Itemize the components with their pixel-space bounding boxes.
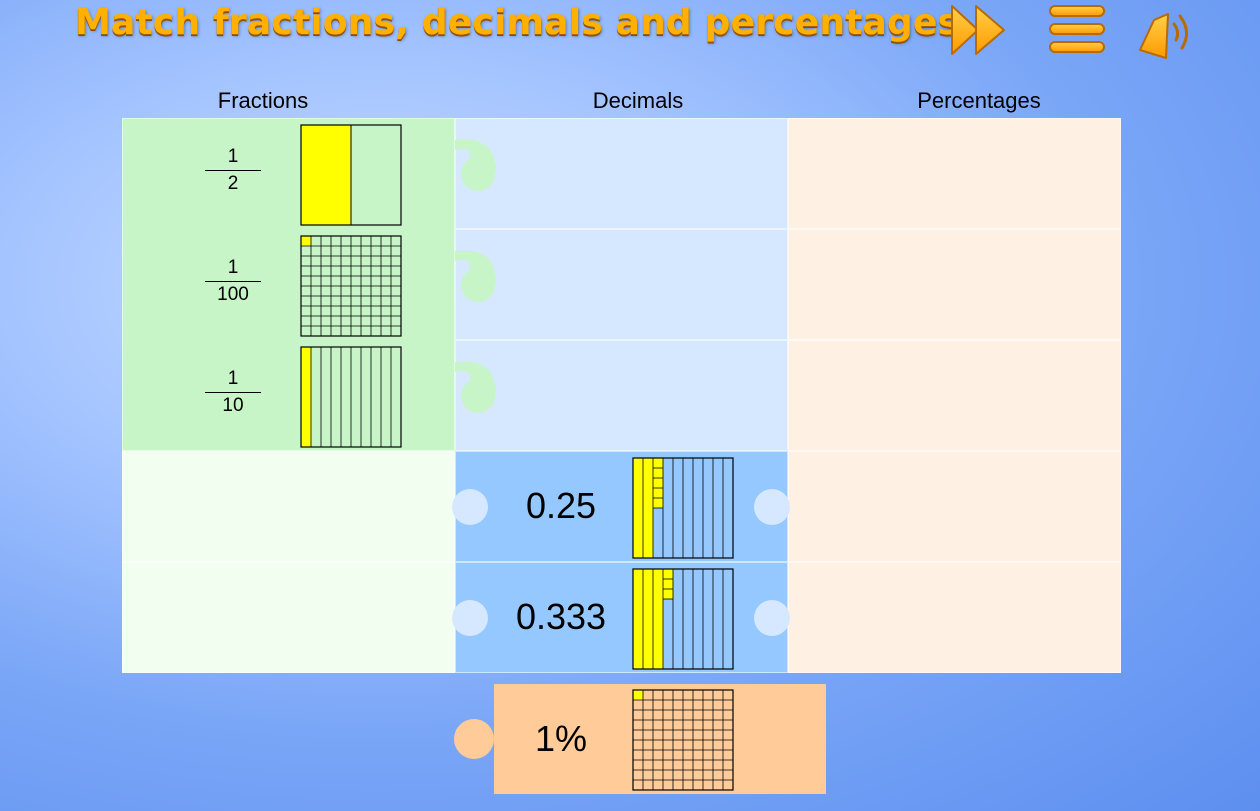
decimal-value: 0.333 xyxy=(515,596,607,637)
hundredths-model xyxy=(300,235,402,337)
game-title: Match fractions, decimals and percentage… xyxy=(75,2,960,43)
column-header-percentages: Percentages xyxy=(917,88,1041,113)
fraction-numerator: 1 xyxy=(227,257,239,278)
fraction-denominator: 10 xyxy=(222,395,244,416)
percentage-slot xyxy=(788,118,1121,229)
decimal-value: 0.25 xyxy=(525,485,597,526)
decimal-slot xyxy=(455,229,788,340)
fraction-denominator: 100 xyxy=(217,284,249,305)
fraction-numerator: 1 xyxy=(227,146,239,167)
tenths-model xyxy=(300,346,402,448)
speaker-icon[interactable] xyxy=(1136,0,1198,62)
column-header-fractions: Fractions xyxy=(217,88,309,113)
fraction-label: 1 10 xyxy=(193,366,273,419)
fraction-bar xyxy=(205,170,261,171)
decimal-slot xyxy=(455,340,788,451)
column-header-decimals: Decimals xyxy=(592,88,684,113)
decimal-model xyxy=(632,457,734,559)
fraction-denominator: 2 xyxy=(227,173,239,194)
fraction-slot xyxy=(122,451,455,562)
percentage-slot xyxy=(788,562,1121,673)
fast-forward-icon[interactable] xyxy=(948,0,1010,62)
percentage-model xyxy=(632,689,734,791)
percentage-value: 1% xyxy=(534,718,588,759)
fraction-label: 1 100 xyxy=(193,255,273,308)
fraction-tile[interactable] xyxy=(122,118,455,451)
fraction-slot xyxy=(122,562,455,673)
fraction-label: 1 2 xyxy=(193,144,273,197)
decimal-model xyxy=(632,568,734,670)
fraction-bar xyxy=(205,392,261,393)
halves-model xyxy=(300,124,402,226)
fraction-numerator: 1 xyxy=(227,368,239,389)
percentage-slot xyxy=(788,451,1121,562)
menu-icon[interactable] xyxy=(1046,0,1108,62)
decimal-slot xyxy=(455,118,788,229)
fraction-bar xyxy=(205,281,261,282)
percentage-slot xyxy=(788,340,1121,451)
percentage-slot xyxy=(788,229,1121,340)
